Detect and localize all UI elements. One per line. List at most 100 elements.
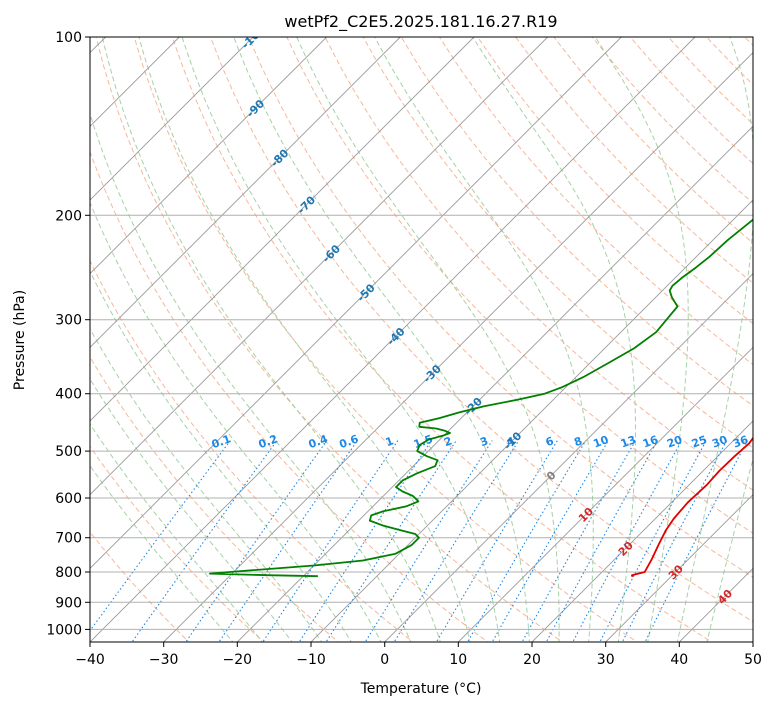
mixing-ratio-label: 2	[442, 434, 454, 449]
isotherm-label: -10	[501, 429, 524, 452]
mixing-ratio-label: 3	[478, 434, 490, 449]
mixing-ratio-line	[491, 440, 609, 642]
x-tick-label: 30	[597, 652, 615, 668]
temperature-profile-line	[631, 436, 753, 578]
mixing-ratio-line	[298, 440, 432, 642]
dry-adiabat	[210, 37, 753, 623]
mixing-ratio-label: 30	[710, 433, 729, 451]
mixing-ratio-label: 6	[544, 434, 556, 449]
mixing-ratio-line	[572, 440, 683, 642]
moist-adiabat	[138, 37, 471, 642]
moist-adiabat	[472, 37, 636, 642]
dry-adiabat	[553, 37, 753, 244]
mixing-ratio-line	[466, 440, 587, 642]
mixing-ratio-line	[131, 440, 278, 642]
isotherm	[458, 346, 753, 642]
isotherm	[90, 37, 696, 642]
mixing-ratio-label: 0.1	[210, 432, 233, 451]
y-tick-label: 800	[55, 565, 82, 581]
isotherm	[90, 37, 622, 569]
moist-adiabat	[296, 37, 560, 642]
mixing-ratio-label: 4	[505, 434, 517, 449]
dry-adiabat	[248, 37, 753, 578]
mixing-ratio-label: 0.4	[307, 432, 330, 451]
profile-series	[209, 218, 753, 578]
isotherm	[90, 37, 475, 422]
x-tick-label: 20	[523, 652, 541, 668]
y-axis-label: Pressure (hPa)	[12, 290, 28, 390]
isotherm	[90, 37, 401, 348]
mixing-ratio-label: 25	[690, 433, 709, 450]
x-axis-label: Temperature (°C)	[360, 681, 482, 697]
mixing-ratio-line	[90, 440, 231, 632]
moist-adiabat	[374, 37, 594, 642]
x-tick-label: −20	[223, 652, 253, 668]
isotherm-label: -50	[355, 281, 378, 304]
x-axis-ticks: −40 −30 −20 −10 0 10 20 30 40 50	[75, 642, 762, 668]
isotherm	[90, 37, 254, 201]
x-tick-label: −40	[75, 652, 105, 668]
isotherm-label: -30	[421, 362, 444, 385]
y-tick-label: 900	[55, 595, 82, 611]
x-tick-label: 40	[670, 652, 688, 668]
y-tick-label: 300	[55, 313, 82, 329]
isotherm	[679, 567, 753, 642]
mixing-ratio-label: 1	[384, 434, 396, 449]
mixing-ratio-label: 0.6	[338, 432, 361, 451]
isotherm	[605, 494, 753, 642]
dry-adiabat	[90, 150, 489, 642]
mixing-ratio-line	[621, 440, 728, 642]
x-tick-label: 0	[380, 652, 389, 668]
isotherm	[163, 52, 753, 642]
plot-frame	[89, 36, 754, 643]
isotherm-label: -40	[384, 325, 407, 348]
y-tick-label: 1000	[46, 622, 82, 638]
mixing-ratio-line	[262, 440, 399, 642]
x-tick-label: −30	[149, 652, 179, 668]
mixing-ratio-line	[185, 440, 328, 642]
dry-adiabat	[744, 37, 753, 47]
x-tick-label: 50	[744, 652, 762, 668]
mixing-ratio-label: 16	[641, 433, 660, 451]
moist-adiabat	[181, 37, 501, 642]
dry-adiabat	[90, 531, 190, 642]
isotherm-label: -90	[244, 97, 267, 120]
isotherm	[531, 420, 753, 642]
dry-adiabat	[95, 37, 564, 642]
mixing-ratio-label: 0.2	[257, 432, 280, 451]
y-tick-label: 600	[55, 491, 82, 507]
moist-adiabat	[90, 112, 412, 642]
y-tick-label: 500	[55, 444, 82, 460]
mixing-ratio-line	[364, 440, 493, 642]
moist-adiabat	[594, 37, 689, 642]
dry-adiabat	[286, 37, 753, 534]
mixing-ratio-label: 36	[731, 433, 750, 451]
moist-adiabat	[706, 457, 753, 642]
mixing-ratio-line	[521, 440, 637, 642]
moist-adiabat	[90, 423, 264, 642]
isotherm	[90, 37, 327, 275]
isotherm	[90, 37, 548, 496]
dewpoint-profile-line	[209, 218, 753, 578]
isotherm-label-warm: 40	[715, 587, 735, 607]
mixing-ratio-line	[599, 440, 707, 642]
mixing-ratio-line	[435, 440, 558, 642]
dry-adiabat	[477, 37, 753, 325]
dry-adiabat	[438, 37, 753, 366]
dry-adiabat	[324, 37, 753, 491]
dry-adiabat	[362, 37, 753, 449]
mixing-ratio-label: 13	[619, 433, 638, 450]
y-tick-label: 100	[55, 30, 82, 46]
x-tick-label: −10	[296, 652, 326, 668]
y-tick-label: 200	[55, 208, 82, 224]
moist-adiabat	[90, 464, 234, 642]
mixing-ratio-line	[393, 440, 520, 642]
mixing-ratio-label: 8	[572, 434, 584, 449]
isoline-labels: 0.1 0.2 0.4 0.6 1 1.5 2 3 4 6 8 10 13 16 20 25 30 36-100-…	[210, 37, 751, 607]
moist-adiabat	[233, 37, 530, 642]
isotherm	[310, 199, 753, 642]
mixing-ratio-line	[545, 440, 659, 642]
chart-title: wetPf2_C2E5.2025.181.16.27.R19	[284, 12, 557, 32]
isotherm	[237, 125, 753, 642]
isotherm	[384, 273, 753, 642]
